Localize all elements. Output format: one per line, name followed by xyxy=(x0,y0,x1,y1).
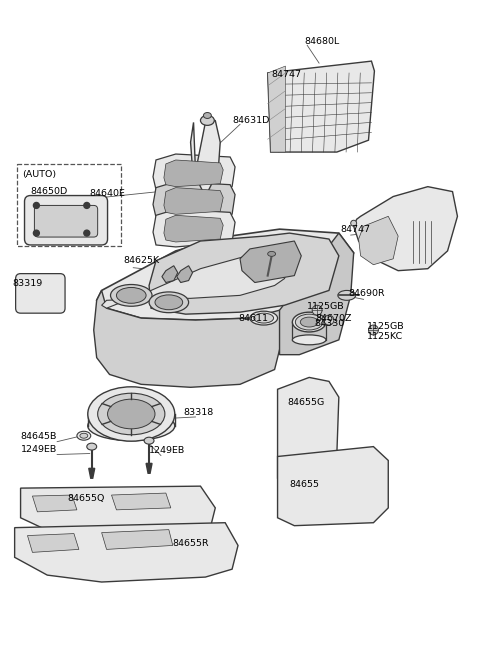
Circle shape xyxy=(351,220,357,226)
Polygon shape xyxy=(89,468,95,478)
Text: 1125GB: 1125GB xyxy=(367,322,404,331)
Ellipse shape xyxy=(300,317,318,327)
Circle shape xyxy=(34,230,39,236)
Polygon shape xyxy=(191,121,220,196)
Text: 83318: 83318 xyxy=(184,407,214,417)
Ellipse shape xyxy=(292,335,326,345)
Text: 84631D: 84631D xyxy=(232,116,269,125)
Text: 84690R: 84690R xyxy=(349,289,385,298)
Polygon shape xyxy=(149,233,339,314)
Ellipse shape xyxy=(338,290,356,301)
Ellipse shape xyxy=(295,314,323,330)
Polygon shape xyxy=(359,216,398,265)
Text: 84655R: 84655R xyxy=(173,539,209,548)
Ellipse shape xyxy=(110,284,152,307)
Text: 1125KC: 1125KC xyxy=(367,332,403,341)
Polygon shape xyxy=(96,229,354,320)
Text: 1249EB: 1249EB xyxy=(21,445,57,454)
Ellipse shape xyxy=(268,252,276,256)
Polygon shape xyxy=(33,495,77,512)
Polygon shape xyxy=(354,187,457,271)
Text: 84670Z: 84670Z xyxy=(315,314,352,323)
Ellipse shape xyxy=(250,311,277,325)
Ellipse shape xyxy=(87,443,96,450)
Polygon shape xyxy=(153,181,235,219)
Polygon shape xyxy=(102,530,173,550)
Ellipse shape xyxy=(144,438,154,444)
Polygon shape xyxy=(27,534,79,552)
FancyBboxPatch shape xyxy=(24,196,108,245)
Text: 84655G: 84655G xyxy=(288,398,324,407)
Circle shape xyxy=(369,325,378,335)
Text: 84747: 84747 xyxy=(341,225,371,234)
Text: 1249EB: 1249EB xyxy=(149,446,185,455)
Text: 83319: 83319 xyxy=(12,279,43,288)
Polygon shape xyxy=(279,233,354,354)
Polygon shape xyxy=(277,377,339,486)
Polygon shape xyxy=(240,241,301,282)
Text: 84655Q: 84655Q xyxy=(67,493,105,502)
Polygon shape xyxy=(146,463,152,474)
Text: 1125GB: 1125GB xyxy=(307,302,345,310)
Polygon shape xyxy=(164,160,223,187)
Polygon shape xyxy=(268,61,374,152)
Polygon shape xyxy=(277,447,388,526)
Ellipse shape xyxy=(155,295,183,310)
Ellipse shape xyxy=(77,431,91,440)
Circle shape xyxy=(84,202,90,208)
Ellipse shape xyxy=(108,399,155,429)
FancyBboxPatch shape xyxy=(16,274,65,313)
Text: 84625K: 84625K xyxy=(123,256,159,265)
Polygon shape xyxy=(102,251,294,309)
Ellipse shape xyxy=(204,113,211,119)
Ellipse shape xyxy=(88,387,175,441)
Polygon shape xyxy=(153,210,235,247)
Text: 84680L: 84680L xyxy=(304,37,339,46)
Ellipse shape xyxy=(117,288,146,303)
Ellipse shape xyxy=(88,411,175,441)
Ellipse shape xyxy=(149,292,189,312)
Polygon shape xyxy=(268,66,286,152)
Polygon shape xyxy=(162,266,178,282)
Text: 84330: 84330 xyxy=(314,318,344,328)
Ellipse shape xyxy=(80,433,88,438)
Polygon shape xyxy=(14,523,238,582)
Polygon shape xyxy=(94,290,285,387)
Circle shape xyxy=(312,305,322,315)
Ellipse shape xyxy=(201,115,214,125)
Text: 84650D: 84650D xyxy=(30,187,68,196)
Circle shape xyxy=(34,202,39,208)
Bar xyxy=(17,164,121,246)
Ellipse shape xyxy=(254,313,274,323)
Text: 84655: 84655 xyxy=(289,479,319,489)
Text: 84640E: 84640E xyxy=(90,189,126,198)
Circle shape xyxy=(84,230,90,236)
Polygon shape xyxy=(177,266,192,282)
Circle shape xyxy=(324,315,334,325)
Polygon shape xyxy=(164,215,223,242)
Text: 84645B: 84645B xyxy=(21,432,57,441)
Polygon shape xyxy=(21,486,216,540)
Ellipse shape xyxy=(97,393,165,435)
Polygon shape xyxy=(153,154,235,192)
FancyBboxPatch shape xyxy=(35,206,97,237)
Ellipse shape xyxy=(292,312,326,332)
Text: (AUTO): (AUTO) xyxy=(23,170,57,179)
Polygon shape xyxy=(111,493,171,510)
Text: 84747: 84747 xyxy=(272,71,301,79)
Polygon shape xyxy=(164,187,223,214)
Text: 84611: 84611 xyxy=(238,314,268,323)
